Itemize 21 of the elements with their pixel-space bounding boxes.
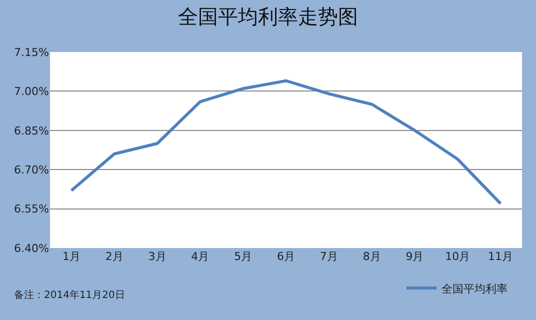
y-tick-label: 6.55%	[14, 202, 49, 216]
x-tick-label: 4月	[191, 250, 210, 263]
text: 备注：2014年11月20日	[14, 289, 125, 301]
x-tick-label: 6月	[277, 250, 295, 263]
x-tick-label: 3月	[148, 250, 166, 263]
x-tick-label: 11月	[488, 250, 514, 263]
y-tick-label: 6.40%	[14, 242, 49, 255]
chart-title: 全国平均利率走势图	[178, 4, 358, 29]
x-tick-label: 7月	[320, 250, 338, 263]
y-tick-label: 7.15%	[14, 46, 49, 59]
x-tick-label: 1月	[62, 250, 80, 263]
x-tick-label: 2月	[105, 250, 124, 263]
y-tick-label: 7.00%	[14, 85, 49, 98]
x-tick-label: 9月	[406, 250, 424, 263]
legend-label: 全国平均利率	[442, 282, 508, 296]
y-tick-label: 6.85%	[14, 124, 49, 138]
x-tick-label: 8月	[362, 250, 381, 263]
y-tick-label: 6.70%	[14, 163, 49, 176]
line-series	[70, 79, 502, 206]
x-tick-label: 5月	[234, 250, 252, 263]
x-tick-label: 10月	[445, 250, 470, 263]
